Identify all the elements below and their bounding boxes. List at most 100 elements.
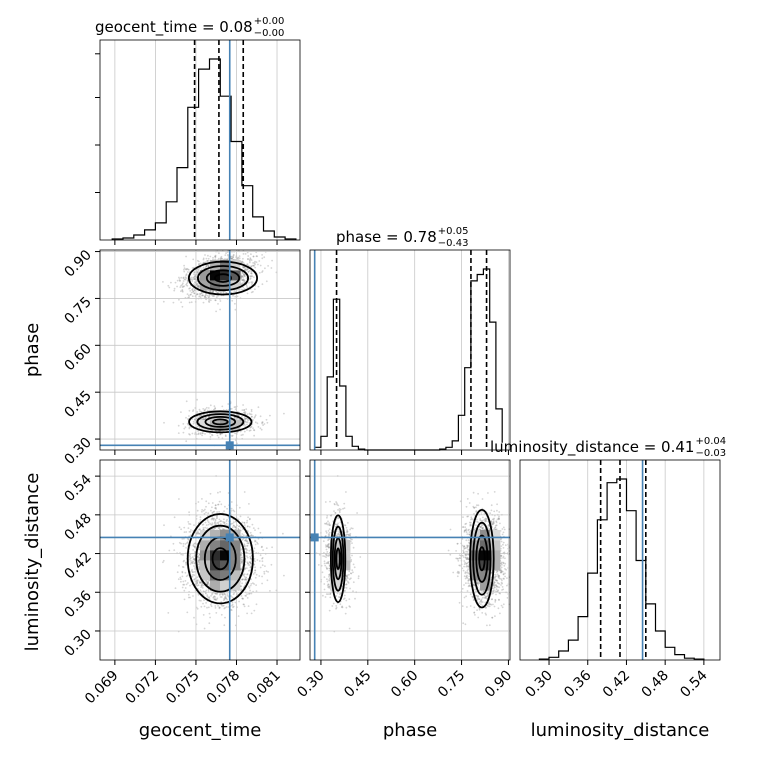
sample-point xyxy=(220,246,222,248)
sample-point xyxy=(242,272,245,275)
sample-point xyxy=(196,576,199,579)
sample-point xyxy=(187,596,190,599)
sample-point xyxy=(167,612,170,614)
sample-point xyxy=(231,604,233,607)
sample-point xyxy=(246,545,248,547)
sample-point xyxy=(223,521,226,524)
sample-point xyxy=(196,285,199,287)
sample-point xyxy=(210,290,212,293)
sample-point xyxy=(162,281,164,283)
sample-point xyxy=(237,528,240,531)
sample-point xyxy=(241,272,244,274)
sample-point xyxy=(245,538,248,540)
sample-point xyxy=(240,276,243,279)
sample-point xyxy=(200,414,203,417)
sample-point xyxy=(240,261,243,264)
sample-point xyxy=(255,590,258,592)
sample-point xyxy=(249,278,252,281)
sample-point xyxy=(227,258,229,261)
sample-point xyxy=(211,506,213,509)
sample-point xyxy=(251,523,254,526)
sample-point xyxy=(216,593,218,595)
sample-point xyxy=(204,508,206,511)
sample-point xyxy=(246,556,249,559)
sample-point xyxy=(245,417,247,420)
sample-point xyxy=(271,259,273,262)
sample-point xyxy=(206,594,209,596)
sample-point xyxy=(259,427,262,430)
sample-point xyxy=(186,284,189,287)
sample-point xyxy=(201,510,203,513)
sample-point xyxy=(197,433,200,436)
sample-point xyxy=(248,412,251,415)
sample-point xyxy=(215,517,218,520)
sample-point xyxy=(254,414,257,417)
sample-point xyxy=(248,561,251,563)
sample-point xyxy=(202,258,205,261)
sample-point xyxy=(240,434,243,436)
sample-point xyxy=(243,411,246,413)
sample-point xyxy=(225,291,228,294)
sample-point xyxy=(180,553,183,556)
sample-point xyxy=(201,587,204,589)
sample-point xyxy=(216,516,219,519)
sample-point xyxy=(222,528,224,530)
sample-point xyxy=(261,545,263,548)
sample-point xyxy=(243,409,246,412)
sample-point xyxy=(261,557,264,559)
sample-point xyxy=(241,521,244,524)
sample-point xyxy=(196,580,198,583)
sample-point xyxy=(250,291,253,294)
sample-point xyxy=(222,599,225,602)
sample-point xyxy=(250,253,252,256)
sample-point xyxy=(211,517,214,520)
sample-point xyxy=(244,420,247,422)
sample-point xyxy=(244,418,247,421)
sample-point xyxy=(193,524,195,526)
sample-point xyxy=(248,269,251,272)
sample-point xyxy=(216,515,219,517)
sample-point xyxy=(243,418,246,421)
sample-point xyxy=(202,408,205,410)
sample-point xyxy=(162,300,165,303)
sample-point xyxy=(230,257,232,259)
sample-point xyxy=(261,557,263,560)
sample-point xyxy=(163,524,165,527)
sample-point xyxy=(202,418,204,420)
sample-point xyxy=(202,266,205,269)
sample-point xyxy=(182,545,185,547)
sample-point xyxy=(214,255,217,258)
sample-point xyxy=(216,597,219,600)
sample-point xyxy=(199,414,201,417)
sample-point xyxy=(191,432,194,435)
sample-point xyxy=(188,531,191,533)
sample-point xyxy=(196,271,198,274)
sample-point xyxy=(254,529,256,531)
sample-point xyxy=(244,411,247,414)
sample-point xyxy=(265,280,268,283)
sample-point xyxy=(198,408,201,411)
sample-point xyxy=(188,427,191,430)
sample-point xyxy=(242,273,245,276)
sample-point xyxy=(193,273,195,275)
sample-point xyxy=(218,527,221,530)
sample-point xyxy=(204,418,206,421)
sample-point xyxy=(193,271,196,273)
sample-point xyxy=(206,527,209,530)
sample-point xyxy=(212,517,215,520)
sample-point xyxy=(181,538,184,540)
sample-point xyxy=(253,563,256,566)
sample-point xyxy=(240,556,243,559)
sample-point xyxy=(187,538,190,540)
sample-point xyxy=(186,541,189,543)
sample-point xyxy=(162,559,165,562)
sample-point xyxy=(205,581,208,584)
sample-point xyxy=(209,299,212,302)
sample-point xyxy=(269,414,271,417)
sample-point xyxy=(255,255,258,258)
sample-point xyxy=(217,605,220,607)
sample-point xyxy=(188,301,191,304)
sample-point xyxy=(238,255,241,257)
sample-point xyxy=(225,522,228,525)
sample-point xyxy=(254,421,257,424)
